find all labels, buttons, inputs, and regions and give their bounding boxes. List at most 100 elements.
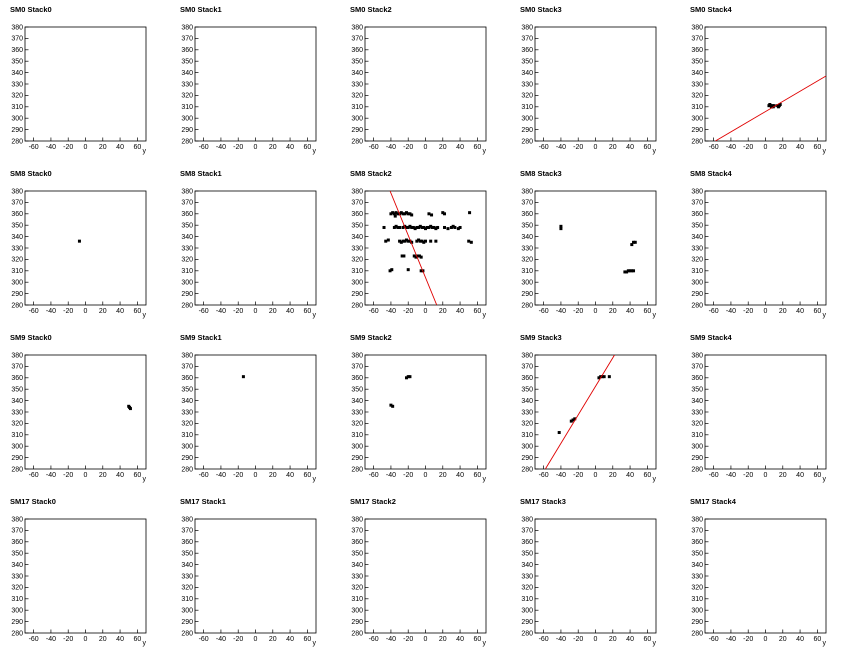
fit-line — [389, 191, 438, 305]
y-tick-label: 300 — [521, 116, 533, 123]
y-tick-label: 370 — [11, 36, 23, 43]
panel-title: SM17 Stack0 — [10, 497, 56, 506]
x-tick-label: 20 — [99, 472, 107, 479]
y-tick-label: 340 — [691, 70, 703, 77]
y-tick-label: 380 — [521, 24, 533, 31]
fit-line — [715, 75, 826, 141]
panel: SM17 Stack0 -60 -40 -20 0 20 40 60 280 290 300 310 3… — [10, 497, 147, 647]
point — [392, 225, 396, 229]
y-tick-label: 370 — [521, 200, 533, 207]
y-tick-label: 320 — [181, 585, 193, 592]
y-tick-label: 290 — [691, 127, 703, 134]
point — [633, 240, 637, 244]
point — [469, 240, 473, 244]
point — [402, 254, 406, 258]
y-tick-label: 300 — [351, 444, 363, 451]
y-tick-label: 330 — [521, 409, 533, 416]
x-tick-label: 20 — [609, 636, 617, 643]
x-tick-label: 60 — [133, 636, 141, 643]
y-tick-label: 340 — [351, 70, 363, 77]
x-tick-label: 0 — [254, 636, 258, 643]
y-tick-label: 340 — [691, 234, 703, 241]
x-axis-label: y — [313, 148, 317, 155]
point — [425, 225, 429, 229]
panel-title: SM8 Stack1 — [180, 169, 222, 178]
y-tick-label: 370 — [11, 200, 23, 207]
y-tick-label: 380 — [691, 516, 703, 523]
x-tick-label: 40 — [456, 472, 464, 479]
y-tick-label: 320 — [11, 585, 23, 592]
y-tick-label: 320 — [351, 421, 363, 428]
y-tick-label: 340 — [521, 70, 533, 77]
frame — [534, 190, 657, 306]
point — [451, 224, 455, 228]
x-tick-label: 20 — [439, 144, 447, 151]
y-tick-label: 310 — [521, 596, 533, 603]
point — [625, 270, 629, 274]
y-tick-label: 340 — [351, 234, 363, 241]
point — [418, 224, 422, 228]
point — [424, 239, 427, 243]
x-tick-label: 40 — [286, 144, 294, 151]
x-axis-label: y — [653, 148, 657, 155]
x-tick-label: 60 — [473, 472, 481, 479]
point — [632, 269, 636, 273]
panel-title: SM8 Stack2 — [350, 169, 392, 178]
y-tick-label: 360 — [181, 539, 193, 546]
point — [430, 213, 434, 217]
x-tick-label: -60 — [369, 308, 379, 315]
point — [602, 375, 606, 379]
x-tick-label: 40 — [626, 308, 634, 315]
x-tick-label: -20 — [63, 144, 73, 151]
x-tick-label: 60 — [303, 144, 311, 151]
y-tick-label: 330 — [11, 81, 23, 88]
panel: SM9 Stack3 -60 -40 -20 0 20 40 60 280 290 300 310 32… — [520, 333, 657, 483]
panel: SM0 Stack0 -60 -40 -20 0 20 40 60 280 290 300 310 32… — [10, 5, 147, 155]
point — [403, 239, 407, 243]
y-tick-label: 350 — [181, 387, 193, 394]
point — [628, 269, 632, 273]
y-tick-label: 290 — [351, 619, 363, 626]
panel-title: SM8 Stack3 — [520, 169, 562, 178]
x-tick-label: -40 — [386, 144, 396, 151]
y-tick-label: 330 — [521, 245, 533, 252]
y-tick-label: 360 — [521, 47, 533, 54]
y-tick-label: 280 — [691, 138, 703, 145]
x-tick-label: 20 — [269, 308, 277, 315]
point — [406, 225, 410, 229]
point — [419, 269, 423, 273]
y-tick-label: 320 — [181, 421, 193, 428]
point — [241, 375, 245, 379]
point — [406, 268, 410, 272]
y-tick-label: 300 — [351, 280, 363, 287]
y-tick-label: 330 — [181, 81, 193, 88]
y-tick-label: 290 — [691, 619, 703, 626]
y-tick-label: 350 — [181, 59, 193, 66]
point — [417, 254, 421, 258]
point — [468, 211, 472, 215]
x-axis-label: y — [823, 476, 827, 483]
x-tick-label: 60 — [473, 144, 481, 151]
x-tick-label: 40 — [286, 636, 294, 643]
frame — [194, 26, 317, 142]
y-tick-label: 380 — [521, 516, 533, 523]
y-tick-label: 310 — [691, 596, 703, 603]
y-tick-label: 280 — [521, 302, 533, 309]
x-tick-label: 60 — [643, 472, 651, 479]
y-tick-label: 380 — [11, 188, 23, 195]
y-tick-label: 330 — [691, 573, 703, 580]
y-tick-label: 290 — [351, 127, 363, 134]
y-tick-label: 360 — [351, 211, 363, 218]
x-tick-label: 40 — [116, 144, 124, 151]
y-tick-label: 360 — [691, 211, 703, 218]
x-tick-label: 0 — [594, 636, 598, 643]
point — [597, 376, 601, 380]
panel-title: SM8 Stack0 — [10, 169, 52, 178]
x-axis-label: y — [483, 476, 487, 483]
x-tick-label: 0 — [594, 144, 598, 151]
y-tick-label: 290 — [11, 455, 23, 462]
x-tick-label: 60 — [133, 308, 141, 315]
frame — [534, 354, 657, 470]
y-tick-label: 290 — [181, 455, 193, 462]
y-tick-label: 340 — [521, 234, 533, 241]
